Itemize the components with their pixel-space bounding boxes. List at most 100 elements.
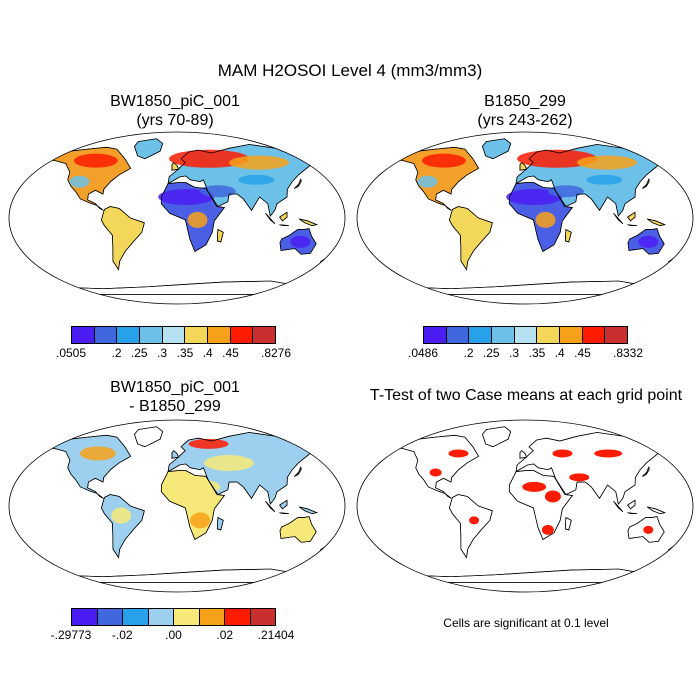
colorbar-2-label: .25 — [482, 346, 500, 360]
field-region — [69, 175, 90, 188]
colorbar-3-label: -.02 — [111, 628, 133, 642]
landmass — [391, 434, 480, 499]
coastline — [613, 212, 624, 225]
coastline — [279, 224, 289, 226]
field-region — [204, 455, 255, 471]
colorbar-3-label: -.29773 — [50, 628, 92, 642]
landmass — [299, 218, 318, 227]
field-region — [517, 149, 598, 168]
colorbar-3-label: .21404 — [257, 628, 295, 642]
field-region — [187, 211, 208, 228]
coastline — [43, 146, 132, 211]
panel-2-title-line1: B1850_299 — [484, 93, 566, 110]
field-region — [421, 153, 466, 168]
colorbar-2-swatch — [560, 327, 583, 343]
coastline — [101, 494, 145, 559]
panel-1-title-line1: BW1850_piC_001 — [110, 93, 240, 110]
coastline — [171, 162, 180, 171]
coastline — [216, 228, 224, 243]
colorbar-2-swatch — [537, 327, 561, 343]
landmass — [396, 568, 654, 583]
colorbar-3-labels: -.29773 -.02 .00 .02 .21404 — [51, 628, 295, 644]
panel-2-title-line2: (yrs 243-262) — [477, 112, 573, 129]
significant-cells — [594, 449, 623, 458]
coastline — [171, 450, 180, 459]
coastline — [647, 218, 666, 227]
landmass — [647, 218, 666, 227]
colorbar-3-swatch — [250, 609, 275, 625]
colorbar-2-label: .3 — [509, 346, 520, 360]
coastline — [299, 506, 318, 515]
field-region — [576, 155, 637, 170]
colorbar-1-label: .4 — [202, 346, 213, 360]
map-panel-3 — [8, 419, 346, 593]
panel-4-title: T-Test of two Case means at each grid po… — [352, 386, 700, 405]
landmass — [396, 280, 654, 295]
colorbar-2-label: .0486 — [407, 346, 439, 360]
field-region — [228, 155, 289, 170]
field-region — [73, 153, 118, 168]
coastline — [647, 506, 666, 515]
colorbar-1-label: .35 — [176, 346, 194, 360]
field-region — [535, 211, 556, 228]
coastline — [167, 144, 317, 217]
coastline — [564, 228, 572, 243]
map-panel-4 — [356, 419, 694, 593]
map-border — [356, 131, 694, 305]
colorbar-2-swatch — [514, 327, 538, 343]
panel-3-title: BW1850_piC_001 - B1850_299 — [40, 378, 310, 416]
colorbar-2-swatch — [582, 327, 606, 343]
coastline — [519, 162, 528, 171]
colorbar-2-swatch — [424, 327, 447, 343]
field-region — [158, 188, 215, 205]
coastline — [134, 426, 164, 448]
field-region — [190, 512, 211, 529]
coastline — [482, 138, 512, 160]
landmass — [299, 506, 318, 515]
coastline — [279, 512, 289, 514]
coastline — [265, 212, 276, 225]
map-border — [356, 419, 694, 593]
colorbar-3 — [71, 608, 276, 626]
colorbar-1-swatch — [117, 327, 141, 343]
coastline — [613, 500, 624, 513]
colorbar-1-swatch — [94, 327, 118, 343]
colorbar-1-swatch — [185, 327, 209, 343]
coastline — [299, 218, 318, 227]
colorbar-1-swatch — [140, 327, 163, 343]
coastline — [48, 280, 306, 295]
colorbar-3-label: .02 — [216, 628, 234, 642]
colorbar-2-swatch — [469, 327, 493, 343]
colorbar-2-labels: .0486 .2 .25 .3 .35 .4 .45 .8332 — [408, 346, 643, 362]
significant-cells — [522, 481, 547, 492]
colorbar-1-label: .2 — [111, 346, 122, 360]
field-region — [417, 175, 438, 188]
coastline — [627, 224, 637, 226]
field-region — [199, 185, 236, 198]
coastline — [101, 206, 145, 271]
coastline — [279, 499, 288, 510]
field-region — [292, 523, 309, 536]
figure-title: MAM H2OSOI Level 4 (mm3/mm3) — [217, 61, 483, 80]
colorbar-3-swatch — [174, 609, 200, 625]
coastline — [279, 228, 317, 255]
field-region — [586, 174, 623, 185]
coastline — [134, 138, 164, 160]
coastline — [265, 500, 276, 513]
colorbar-2-swatch — [492, 327, 515, 343]
map-panel-1 — [8, 131, 346, 305]
coastline — [216, 516, 224, 531]
landmass — [101, 206, 145, 271]
field-region — [459, 217, 480, 234]
colorbar-2-label: .2 — [463, 346, 474, 360]
map-panel-2 — [356, 131, 694, 305]
coastline — [391, 434, 480, 499]
landmass — [449, 206, 493, 271]
significant-cells — [429, 468, 442, 477]
field-region — [170, 478, 221, 495]
coastline — [627, 499, 636, 510]
landmass — [48, 280, 306, 295]
significant-cells — [544, 490, 561, 503]
colorbar-3-swatch — [199, 609, 225, 625]
significant-cells — [469, 516, 480, 525]
